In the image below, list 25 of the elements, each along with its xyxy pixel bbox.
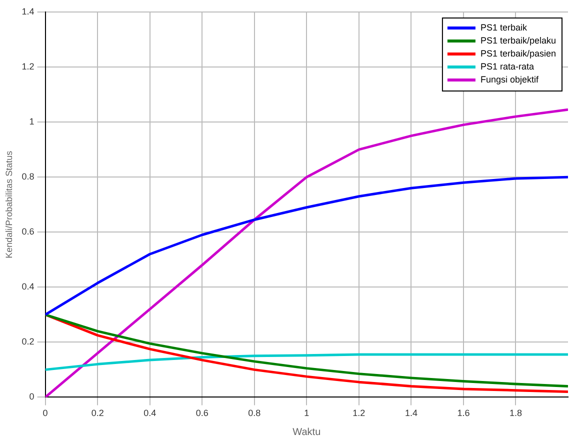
y-tick-label: 1 [29,116,34,127]
legend-label: Fungsi objektif [480,74,539,84]
x-tick-label: 1.4 [404,408,418,418]
y-tick-label: 0.6 [22,226,34,237]
y-tick-label: 0.8 [22,172,34,182]
legend-label: PS1 rata-rata [480,61,534,72]
x-tick-label: 1.6 [457,408,470,418]
legend-label: PS1 terbaik [480,22,528,32]
y-tick-label: 0.4 [22,282,34,292]
legend-label: PS1 terbaik/pelaku [480,35,556,46]
x-tick-label: 0 [42,408,48,418]
x-axis-title: Waktu [292,426,321,438]
x-tick-label: 0.4 [144,408,156,418]
x-tick-label: 1.8 [509,408,522,418]
x-tick-label: 1.2 [352,408,366,418]
legend-label: PS1 terbaik/pasien [480,48,556,58]
x-tick-label: 0.2 [91,408,104,418]
y-tick-label: 0 [29,392,34,402]
y-tick-label: 1.2 [22,62,34,72]
y-tick-label: 0.2 [22,336,34,347]
x-tick-label: 0.8 [248,408,261,418]
x-tick-label: 0.6 [196,408,208,418]
x-tick-label: 1 [304,408,310,418]
y-axis-title: Kendali/Probabilitas Status [4,150,14,258]
y-tick-label: 1.4 [22,6,34,16]
